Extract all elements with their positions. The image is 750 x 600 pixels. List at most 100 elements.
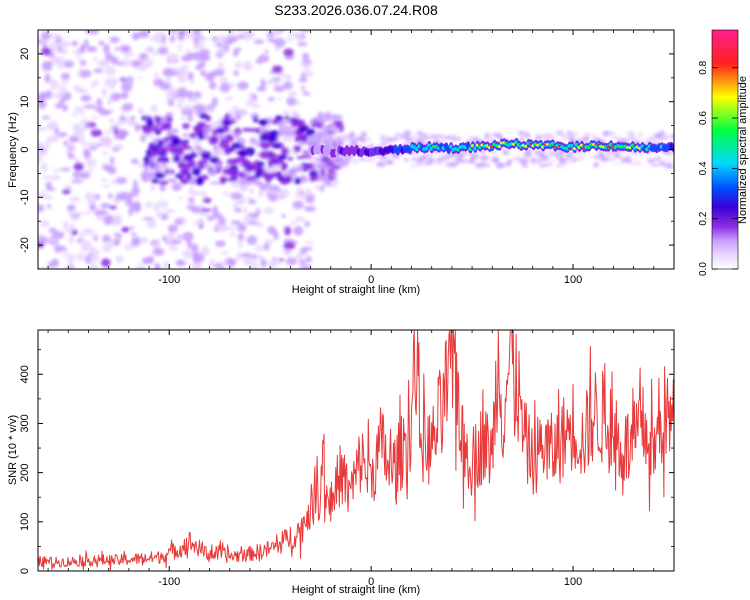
amplitude-blob bbox=[234, 61, 243, 69]
amplitude-blob bbox=[273, 231, 279, 241]
amplitude-blob bbox=[651, 137, 657, 144]
amplitude-blob bbox=[294, 145, 302, 153]
spectrogram-x-label: Height of straight line (km) bbox=[292, 284, 420, 296]
amplitude-blob bbox=[273, 30, 281, 37]
amplitude-blob bbox=[249, 137, 257, 145]
amplitude-blob bbox=[614, 156, 624, 159]
amplitude-blob bbox=[191, 176, 196, 186]
amplitude-blob bbox=[340, 134, 348, 139]
amplitude-blob bbox=[448, 161, 457, 168]
amplitude-blob bbox=[96, 98, 103, 108]
amplitude-blob bbox=[314, 140, 320, 143]
amplitude-blob bbox=[666, 151, 674, 155]
amplitude-blob bbox=[597, 151, 604, 154]
amplitude-blob bbox=[303, 80, 314, 91]
amplitude-blob bbox=[197, 159, 209, 165]
amplitude-blob bbox=[116, 192, 123, 201]
amplitude-blob bbox=[119, 44, 132, 53]
amplitude-blob bbox=[280, 146, 289, 156]
amplitude-blob bbox=[193, 219, 206, 226]
amplitude-blob bbox=[309, 119, 317, 124]
amplitude-blob bbox=[267, 96, 275, 102]
amplitude-blob bbox=[94, 143, 104, 147]
snr-y-tick-label: 100 bbox=[19, 513, 31, 531]
amplitude-blob bbox=[625, 158, 633, 163]
amplitude-blob bbox=[469, 152, 479, 159]
amplitude-blob bbox=[88, 263, 99, 269]
amplitude-blob bbox=[484, 163, 491, 167]
amplitude-blob bbox=[246, 235, 258, 246]
amplitude-blob bbox=[484, 133, 491, 139]
amplitude-blob bbox=[288, 168, 298, 176]
amplitude-blob bbox=[268, 141, 273, 147]
amplitude-blob bbox=[104, 129, 115, 134]
amplitude-blob bbox=[177, 162, 187, 168]
amplitude-blob bbox=[182, 133, 190, 138]
amplitude-blob bbox=[186, 238, 192, 249]
amplitude-blob bbox=[38, 266, 46, 269]
amplitude-blob bbox=[68, 235, 75, 245]
amplitude-blob bbox=[216, 111, 222, 122]
amplitude-blob bbox=[290, 221, 297, 225]
amplitude-blob bbox=[177, 98, 186, 103]
amplitude-blob bbox=[44, 73, 51, 83]
amplitude-blob bbox=[639, 154, 645, 158]
amplitude-blob bbox=[234, 207, 242, 213]
amplitude-blob bbox=[502, 149, 510, 156]
amplitude-blob bbox=[277, 154, 288, 160]
colorbar-tick-label: 0.6 bbox=[698, 111, 709, 125]
amplitude-blob bbox=[459, 151, 466, 155]
snr-y-label: SNR (10 * v/v) bbox=[7, 415, 19, 485]
amplitude-blob bbox=[181, 54, 191, 62]
amplitude-blob bbox=[72, 85, 81, 90]
amplitude-blob bbox=[294, 216, 306, 222]
amplitude-blob bbox=[64, 227, 74, 234]
amplitude-blob bbox=[80, 69, 92, 78]
amplitude-blob bbox=[107, 217, 112, 223]
amplitude-blob bbox=[200, 190, 205, 196]
amplitude-blob bbox=[326, 168, 335, 172]
snr-x-axis: -100 0 100 bbox=[47, 330, 675, 588]
amplitude-blob bbox=[507, 159, 513, 164]
amplitude-blob bbox=[40, 162, 48, 173]
amplitude-blob bbox=[266, 79, 274, 86]
amplitude-blob bbox=[302, 52, 310, 61]
snr-series-line bbox=[38, 330, 674, 571]
amplitude-blob bbox=[104, 142, 113, 148]
amplitude-blob bbox=[269, 130, 279, 134]
amplitude-blob bbox=[102, 184, 111, 188]
amplitude-blob bbox=[659, 160, 666, 166]
spectrogram-y-tick-label: 20 bbox=[19, 48, 31, 60]
amplitude-blob bbox=[591, 132, 596, 139]
amplitude-blob bbox=[285, 129, 294, 136]
amplitude-blob bbox=[416, 160, 426, 166]
amplitude-blob bbox=[380, 134, 387, 139]
amplitude-blob bbox=[469, 158, 475, 163]
amplitude-blob bbox=[427, 156, 434, 163]
amplitude-blob bbox=[218, 224, 230, 231]
amplitude-blob bbox=[109, 205, 117, 210]
amplitude-blob bbox=[93, 53, 104, 60]
amplitude-blob bbox=[90, 129, 103, 137]
amplitude-blob bbox=[96, 215, 105, 221]
amplitude-blob bbox=[220, 260, 225, 268]
amplitude-blob bbox=[58, 245, 67, 251]
amplitude-blob bbox=[159, 80, 165, 85]
amplitude-blob bbox=[60, 167, 71, 172]
amplitude-blob bbox=[399, 139, 405, 143]
amplitude-blob bbox=[385, 159, 394, 165]
amplitude-blob bbox=[80, 118, 89, 125]
amplitude-blob bbox=[165, 53, 177, 63]
amplitude-blob bbox=[61, 189, 71, 195]
amplitude-blob bbox=[130, 232, 138, 237]
amplitude-blob bbox=[336, 143, 342, 147]
amplitude-blob bbox=[170, 169, 175, 175]
amplitude-blob bbox=[161, 235, 167, 241]
amplitude-blob bbox=[191, 167, 201, 176]
amplitude-blob bbox=[207, 108, 214, 114]
amplitude-blob bbox=[187, 71, 194, 81]
amplitude-blob bbox=[86, 169, 94, 173]
amplitude-blob bbox=[271, 65, 283, 74]
amplitude-blob bbox=[257, 166, 262, 175]
amplitude-blob bbox=[607, 152, 616, 156]
